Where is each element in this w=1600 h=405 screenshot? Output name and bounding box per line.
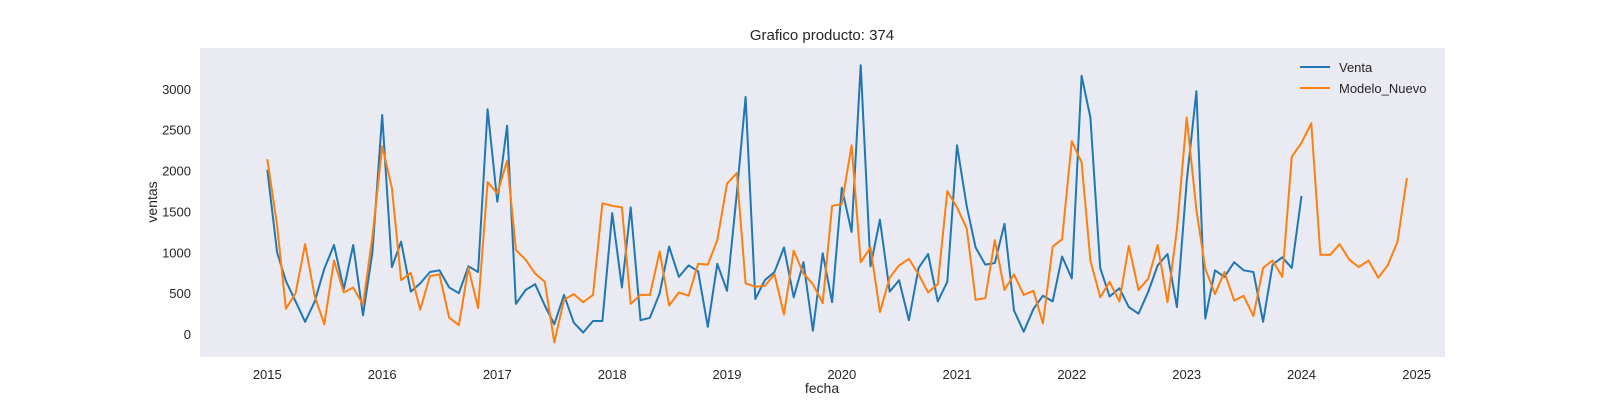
- y-tick-label: 2500: [162, 123, 191, 138]
- x-axis-label: fecha: [805, 380, 839, 396]
- x-tick-label: 2015: [253, 367, 282, 382]
- y-tick-label: 500: [169, 286, 191, 301]
- x-tick-label: 2020: [827, 367, 856, 382]
- y-tick-label: 1500: [162, 205, 191, 220]
- x-tick-label: 2018: [598, 367, 627, 382]
- series-line-venta: [266, 64, 1303, 334]
- legend: Venta Modelo_Nuevo: [1300, 60, 1426, 96]
- series-line-modelo-nuevo: [266, 116, 1408, 344]
- x-tick-label: 2024: [1287, 367, 1316, 382]
- chart-title: Grafico producto: 374: [750, 27, 894, 44]
- x-tick-label: 2016: [368, 367, 397, 382]
- x-tick-label: 2019: [713, 367, 742, 382]
- y-tick-label: 3000: [162, 82, 191, 97]
- y-axis-label: ventas: [144, 181, 160, 222]
- plot-background: [200, 48, 1445, 357]
- y-tick-label: 0: [184, 327, 191, 342]
- legend-label-venta: Venta: [1339, 60, 1373, 75]
- x-tick-label: 2025: [1402, 367, 1431, 382]
- x-tick-label: 2021: [943, 367, 972, 382]
- x-tick-label: 2023: [1172, 367, 1201, 382]
- x-tick-label: 2022: [1057, 367, 1086, 382]
- y-tick-label: 1000: [162, 245, 191, 260]
- y-tick-label: 2000: [162, 164, 191, 179]
- x-tick-label: 2017: [483, 367, 512, 382]
- legend-label-modelo-nuevo: Modelo_Nuevo: [1339, 81, 1426, 96]
